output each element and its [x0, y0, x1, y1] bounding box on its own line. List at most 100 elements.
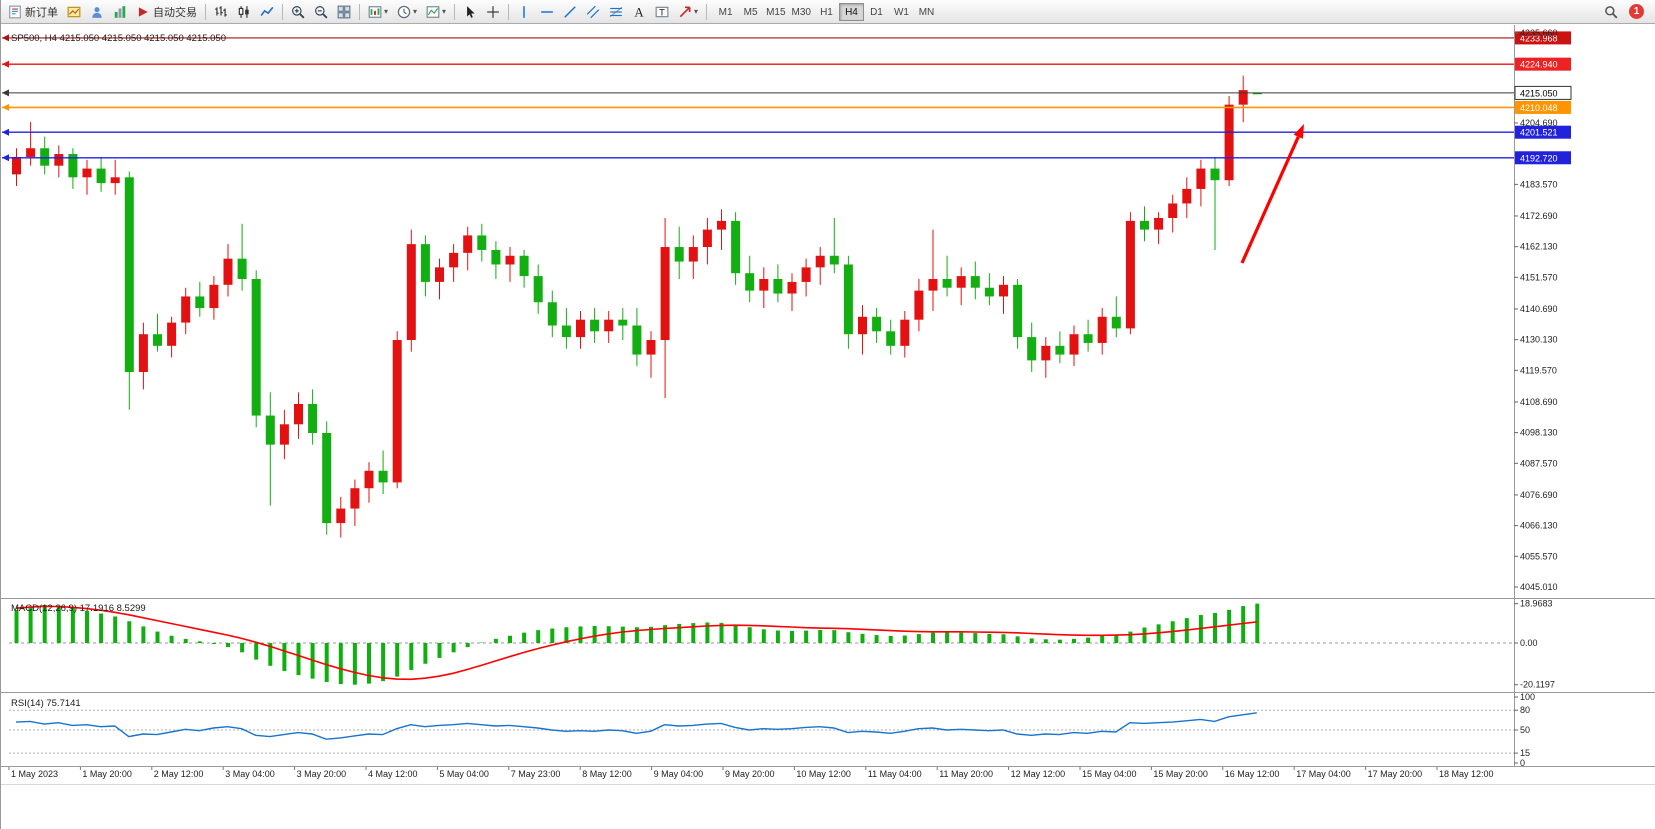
profile-icon	[92, 6, 102, 18]
price-level-lines[interactable]: 4233.968 4224.940 4215.050 4210.048 4201.521…	[2, 31, 1572, 165]
toolbar-chart-window-button[interactable]	[63, 2, 85, 22]
bar-chart-icon	[215, 5, 227, 17]
svg-text:4066.130: 4066.130	[1520, 521, 1558, 531]
toolbar-separator	[205, 3, 206, 20]
toolbar-arrows-button[interactable]: ▾	[674, 2, 702, 22]
toolbar-market-watch-button[interactable]	[109, 2, 131, 22]
svg-text:4183.570: 4183.570	[1520, 179, 1558, 189]
chevron-down-icon: ▾	[413, 7, 418, 16]
new-order-icon	[9, 5, 21, 18]
svg-text:4233.968: 4233.968	[1520, 33, 1558, 43]
timeframe-m30[interactable]: M30	[791, 6, 811, 18]
chart-window-icon	[67, 6, 81, 17]
svg-text:12 May 12:00: 12 May 12:00	[1011, 769, 1066, 779]
svg-text:15 May 20:00: 15 May 20:00	[1153, 769, 1208, 779]
svg-text:4140.690: 4140.690	[1520, 304, 1558, 314]
toolbar-fibonacci-button[interactable]	[605, 2, 627, 22]
toolbar-candlestick-chart-button[interactable]	[233, 2, 255, 22]
svg-text:16 May 12:00: 16 May 12:00	[1225, 769, 1280, 779]
toolbar-label: 自动交易	[153, 6, 197, 19]
toolbar-text-button[interactable]: A	[628, 2, 650, 22]
toolbar-vertical-line-button[interactable]	[513, 2, 535, 22]
svg-text:4172.690: 4172.690	[1520, 211, 1558, 221]
macd-label: MACD(12,26,9) 17.1916 8.5299	[11, 603, 146, 614]
svg-text:10 May 12:00: 10 May 12:00	[796, 769, 851, 779]
timeframe-m1[interactable]: M1	[718, 6, 733, 18]
toolbar-new-order-button[interactable]: 新订单	[4, 2, 62, 22]
svg-text:4119.570: 4119.570	[1520, 365, 1557, 375]
toolbar-separator	[454, 3, 456, 20]
toolbar-zoom-in-button[interactable]	[287, 2, 309, 22]
trendline-icon	[564, 5, 576, 18]
toolbar-channel-button[interactable]	[582, 2, 604, 22]
toolbar-label-button[interactable]: T	[651, 2, 673, 22]
svg-text:9 May 04:00: 9 May 04:00	[654, 769, 704, 779]
svg-text:4162.130: 4162.130	[1520, 242, 1558, 252]
svg-text:18 May 12:00: 18 May 12:00	[1439, 769, 1494, 779]
toolbar-crosshair-button[interactable]	[482, 2, 504, 22]
toolbar-zoom-out-button[interactable]	[310, 2, 332, 22]
svg-text:4055.570: 4055.570	[1520, 551, 1558, 561]
profiles-icon	[397, 5, 411, 18]
svg-text:8 May 12:00: 8 May 12:00	[582, 769, 632, 779]
label-icon: T	[655, 6, 669, 17]
chevron-down-icon: ▾	[694, 7, 699, 16]
timeframe-w1[interactable]: W1	[893, 6, 909, 18]
timeframe-m15[interactable]: M15	[766, 6, 786, 18]
svg-text:T: T	[659, 7, 665, 17]
toolbar-separator	[706, 3, 708, 20]
toolbar-search-button[interactable]	[1600, 2, 1622, 22]
notification-badge[interactable]: 1	[1629, 4, 1644, 19]
cursor-icon	[467, 5, 475, 18]
svg-text:4210.048: 4210.048	[1520, 103, 1558, 113]
zoom-in-icon	[292, 5, 305, 18]
timeframe-m5[interactable]: M5	[743, 6, 758, 18]
svg-text:7 May 23:00: 7 May 23:00	[511, 769, 561, 779]
svg-text:4224.940: 4224.940	[1520, 60, 1558, 70]
toolbar-profile-button[interactable]	[86, 2, 108, 22]
timeframe-h1[interactable]: H1	[820, 6, 833, 18]
timeframe-h4[interactable]: H4	[838, 2, 864, 21]
rsi-panel-splitter[interactable]	[1, 714, 1655, 718]
candlestick-icon	[238, 5, 249, 18]
timeframe-d1[interactable]: D1	[870, 6, 883, 18]
svg-text:18.9683: 18.9683	[1520, 599, 1553, 609]
toolbar-auto-trading-button[interactable]: 自动交易	[132, 2, 201, 22]
timeframe-mn[interactable]: MN	[918, 6, 935, 18]
panel-borders	[1, 25, 1655, 785]
toolbar-indicators-button[interactable]: ▾	[422, 2, 450, 22]
auto-trading-icon	[138, 6, 148, 17]
macd-panel-splitter[interactable]	[1, 620, 1655, 624]
text-icon: A	[634, 5, 644, 18]
svg-text:17 May 20:00: 17 May 20:00	[1368, 769, 1423, 779]
macd-indicator: 18.9683 0.00 -20.1197	[9, 599, 1555, 690]
toolbar-new-chart-button[interactable]: ▾	[364, 2, 392, 22]
channel-icon	[586, 5, 600, 18]
toolbar-tile-windows-button[interactable]	[333, 2, 355, 22]
chart-area[interactable]: 4233.968 4224.940 4215.050 4210.048 4201.521…	[1, 24, 1655, 829]
price-axis[interactable]: 4235.660 4204.690 4183.570 4172.690 4162.130…	[1514, 28, 1558, 592]
indicators-icon	[426, 5, 440, 18]
toolbar-separator	[359, 3, 360, 20]
toolbar-cursor-button[interactable]	[459, 2, 481, 22]
svg-text:1 May 20:00: 1 May 20:00	[82, 769, 132, 779]
svg-text:4 May 12:00: 4 May 12:00	[368, 769, 418, 779]
fibonacci-icon	[609, 6, 623, 17]
toolbar-trendline-button[interactable]	[559, 2, 581, 22]
trend-arrow-annotation[interactable]	[1240, 124, 1304, 264]
toolbar-bar-chart-button[interactable]	[210, 2, 232, 22]
svg-text:4076.690: 4076.690	[1520, 490, 1558, 500]
time-axis[interactable]: 1 May 2023 1 May 20:00 2 May 12:00 3 May 04…	[8, 767, 1494, 779]
svg-text:11 May 04:00: 11 May 04:00	[868, 769, 922, 779]
crosshair-icon	[487, 5, 499, 18]
toolbar-profiles-button[interactable]: ▾	[393, 2, 421, 22]
svg-text:100: 100	[1520, 692, 1535, 702]
toolbar-label: 新订单	[25, 6, 58, 19]
rsi-indicator: 100 80 50 150	[9, 692, 1535, 768]
svg-text:3 May 20:00: 3 May 20:00	[297, 769, 347, 779]
rsi-label: RSI(14) 75.7141	[11, 698, 81, 709]
svg-text:4215.050: 4215.050	[1520, 88, 1558, 98]
toolbar-horizontal-line-button[interactable]	[536, 2, 558, 22]
toolbar-line-chart-button[interactable]	[256, 2, 278, 22]
svg-text:4204.690: 4204.690	[1520, 118, 1558, 128]
